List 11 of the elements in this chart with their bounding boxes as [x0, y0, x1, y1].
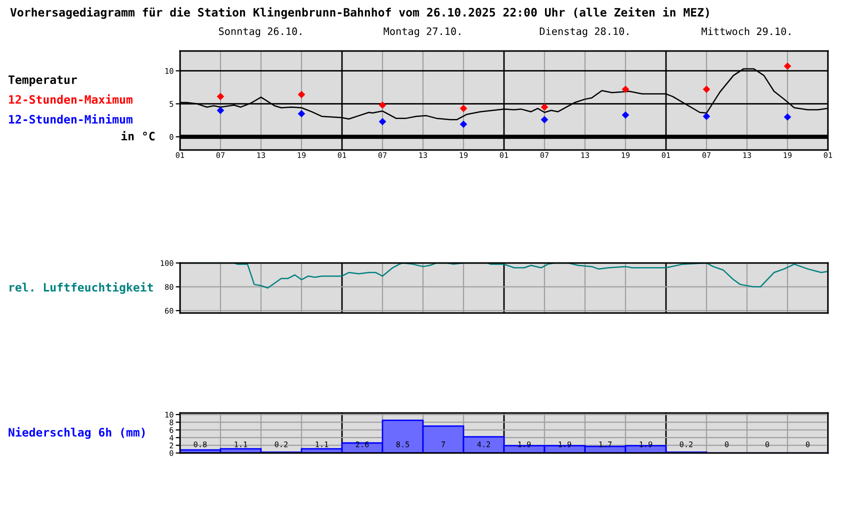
chart-title: Vorhersagediagramm für die Station Klingenbrunn-Bahnhof vom 26.10.2025 22:00 Uhr (alle Zeiten in MEZ) [10, 7, 709, 19]
x2-tick-label: Montag 27.10. [384, 27, 460, 38]
x2-tick-label: Mittwoch 29.10. [702, 27, 790, 36]
text: rel. Luftfeuchtigkeit [10, 282, 153, 294]
text: Niederschlag 6h (mm) [8, 427, 145, 439]
y-axis-title: in °C [121, 130, 155, 140]
x2-tick-label: Sonntag 26.10. [218, 27, 302, 38]
x2-tick-label: Dienstag 28.10. [540, 27, 628, 38]
text: 12-Stunden-Maximum [9, 94, 132, 104]
text: 12-Stunden-Minimum [9, 114, 132, 124]
text: Temperatur [8, 75, 77, 86]
